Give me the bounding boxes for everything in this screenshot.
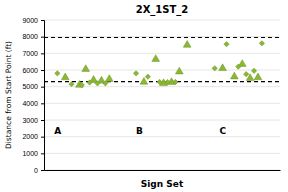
title: 2X_1ST_2 [136,4,189,16]
point [236,64,241,69]
y-tick: 4000 [22,100,44,107]
marks [44,38,280,88]
chart-container: 0 1000 2000 3000 4000 5000 6000 7000 8000 9000 A B C… [0,0,288,192]
annotation: A [54,126,61,136]
y-tick-mark [41,120,44,121]
y-tick: 0 [34,167,44,174]
y-tick-mark [41,153,44,154]
y-tick-mark [41,20,44,21]
point [212,66,217,71]
y-tick-mark [41,137,44,138]
y-tick: 5000 [22,83,44,90]
y-axis-line [41,21,45,171]
series [140,41,191,86]
grid [44,20,280,170]
point [224,42,229,47]
annotation: C [219,126,226,136]
annotations: A B C [54,126,226,136]
y-tick: 7000 [22,50,44,57]
point [69,82,74,87]
grid-line [44,70,280,71]
point [173,79,178,84]
x-axis-title: Sign Set [141,179,184,189]
y-tick-label: 2000 [22,133,38,140]
y-tick-label: 8000 [22,33,38,40]
point [61,73,69,80]
point [145,74,150,79]
grid-line [44,120,280,121]
point [219,64,227,71]
x-axis [45,170,281,171]
y-tick-mark [41,37,44,38]
y-tick-label: 4000 [22,100,38,107]
point [157,79,162,84]
point [103,81,108,86]
y-tick: 2000 [22,133,44,140]
x-axis-line [45,170,281,171]
y-tick-mark [41,87,44,88]
grid-line [44,103,280,104]
series [61,65,113,88]
series [55,71,108,88]
y-tick: 6000 [22,67,44,74]
series [133,71,178,85]
point [165,80,170,85]
grid-line [44,53,280,54]
point [105,75,113,82]
y-tick-label: 7000 [22,50,38,57]
point [259,41,264,46]
y-tick-mark [41,53,44,54]
y-tick-label: 9000 [22,17,38,24]
annotation: B [136,126,143,136]
point [87,80,92,85]
y-tick-label: 0 [34,167,38,174]
series [219,60,262,81]
point [95,81,100,86]
point [133,71,138,76]
plot-area: 0 1000 2000 3000 4000 5000 6000 7000 8000 9000 A B C [22,17,280,174]
point [82,65,90,72]
y-tick-label: 1000 [22,150,38,157]
y-tick-label: 6000 [22,67,38,74]
point [183,41,191,48]
chart-svg: 0 1000 2000 3000 4000 5000 6000 7000 8000 9000 A B C… [0,0,288,192]
point [55,71,60,76]
series [212,41,264,77]
y-tick: 9000 [22,17,44,24]
y-tick-mark [41,70,44,71]
point [254,73,262,80]
grid-line [44,36,280,37]
point [251,68,256,73]
point [230,72,238,79]
grid-line [44,170,280,171]
y-tick: 1000 [22,150,44,157]
y-axis: 0 1000 2000 3000 4000 5000 6000 7000 8000 9000 [22,17,44,174]
y-tick-mark [41,103,44,104]
point [79,82,84,87]
y-tick: 3000 [22,117,44,124]
grid-line [44,136,280,137]
reference-line [44,37,280,38]
point [140,78,148,85]
point [244,72,249,77]
y-axis-title: Distance from Start Point (ft) [4,41,13,149]
point [175,67,183,74]
grid-line [44,153,280,154]
y-tick-label: 5000 [22,83,38,90]
grid-line [44,20,280,21]
y-tick-mark [41,170,44,171]
y-tick-label: 3000 [22,117,38,124]
point [152,55,160,62]
y-tick: 8000 [22,33,44,40]
